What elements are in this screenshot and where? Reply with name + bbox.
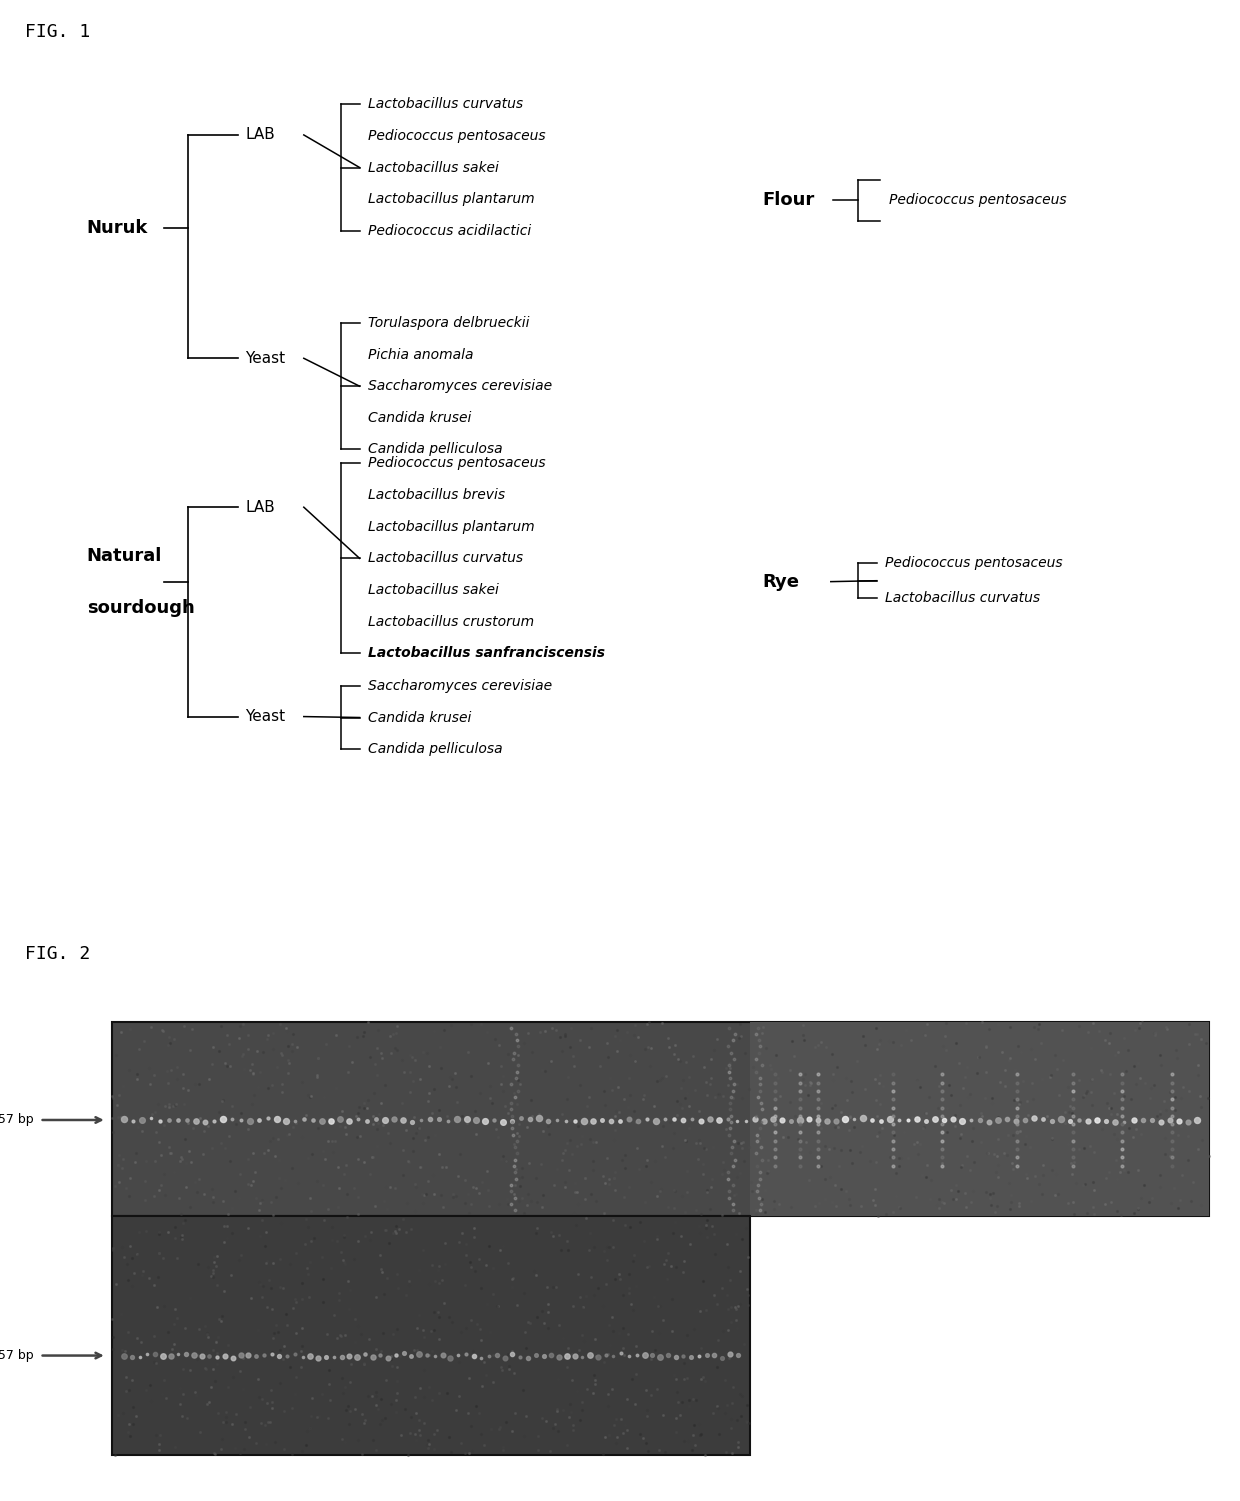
Text: Lactobacillus sakei: Lactobacillus sakei	[368, 582, 500, 597]
Text: Lactobacillus sanfranciscensis: Lactobacillus sanfranciscensis	[368, 647, 605, 660]
Text: 957 bp: 957 bp	[0, 1114, 33, 1126]
Text: Candida pelliculosa: Candida pelliculosa	[368, 741, 503, 757]
Text: Pediococcus acidilactici: Pediococcus acidilactici	[368, 224, 532, 237]
Text: Lactobacillus curvatus: Lactobacillus curvatus	[885, 591, 1040, 605]
Text: Pichia anomala: Pichia anomala	[368, 348, 474, 362]
Text: FIG. 2: FIG. 2	[25, 946, 91, 962]
Text: Candida krusei: Candida krusei	[368, 411, 471, 425]
Text: Saccharomyces cerevisiae: Saccharomyces cerevisiae	[368, 678, 552, 693]
Text: Rye: Rye	[763, 573, 800, 590]
Text: Lactobacillus curvatus: Lactobacillus curvatus	[368, 551, 523, 566]
Bar	[112, 1216, 750, 1456]
Text: Lactobacillus curvatus: Lactobacillus curvatus	[368, 98, 523, 111]
Text: Lactobacillus brevis: Lactobacillus brevis	[368, 488, 506, 503]
Text: Nuruk: Nuruk	[87, 219, 148, 237]
Text: Pediococcus pentosaceus: Pediococcus pentosaceus	[368, 129, 546, 143]
Text: Torulaspora delbrueckii: Torulaspora delbrueckii	[368, 315, 529, 330]
Text: Yeast: Yeast	[246, 708, 285, 723]
Text: Flour: Flour	[763, 191, 815, 209]
Text: sourdough: sourdough	[87, 599, 195, 617]
Text: Yeast: Yeast	[246, 351, 285, 366]
Text: Lactobacillus plantarum: Lactobacillus plantarum	[368, 192, 534, 206]
Text: Lactobacillus sakei: Lactobacillus sakei	[368, 161, 500, 174]
Text: Candida krusei: Candida krusei	[368, 710, 471, 725]
Text: LAB: LAB	[246, 128, 275, 143]
Text: Pediococcus pentosaceus: Pediococcus pentosaceus	[368, 456, 546, 470]
Text: Natural: Natural	[87, 546, 162, 564]
Text: Pediococcus pentosaceus: Pediococcus pentosaceus	[885, 555, 1063, 570]
Text: Saccharomyces cerevisiae: Saccharomyces cerevisiae	[368, 380, 552, 393]
Bar	[750, 1022, 1209, 1216]
Text: FIG. 1: FIG. 1	[25, 23, 91, 41]
Text: Pediococcus pentosaceus: Pediococcus pentosaceus	[889, 194, 1066, 207]
Text: Lactobacillus plantarum: Lactobacillus plantarum	[368, 519, 534, 534]
Text: 957 bp: 957 bp	[0, 1349, 33, 1361]
Text: LAB: LAB	[246, 500, 275, 515]
Bar	[112, 1022, 1209, 1216]
Text: Lactobacillus crustorum: Lactobacillus crustorum	[368, 614, 534, 629]
Text: Candida pelliculosa: Candida pelliculosa	[368, 443, 503, 456]
